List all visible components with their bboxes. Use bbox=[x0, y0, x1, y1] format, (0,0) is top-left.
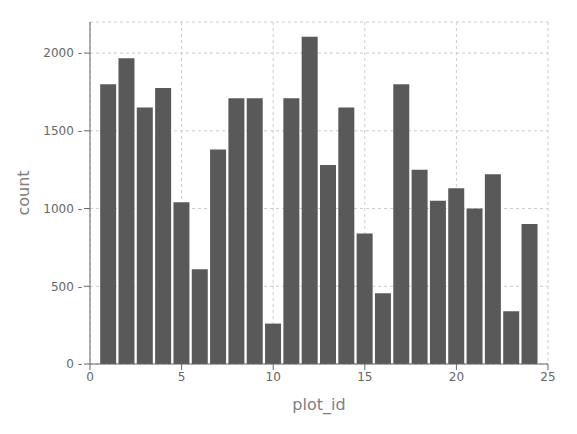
svg-text:15: 15 bbox=[357, 370, 372, 384]
svg-text:500 -: 500 - bbox=[51, 280, 82, 294]
svg-text:2000 -: 2000 - bbox=[43, 46, 82, 60]
svg-text:20: 20 bbox=[449, 370, 464, 384]
svg-text:1000 -: 1000 - bbox=[43, 202, 82, 216]
svg-text:plot_id: plot_id bbox=[292, 395, 345, 415]
svg-text:1500 -: 1500 - bbox=[43, 124, 82, 138]
svg-text:0 -: 0 - bbox=[66, 357, 82, 371]
svg-text:25: 25 bbox=[540, 370, 555, 384]
svg-text:0: 0 bbox=[86, 370, 94, 384]
svg-text:count: count bbox=[14, 170, 33, 215]
svg-text:10: 10 bbox=[266, 370, 281, 384]
svg-text:5: 5 bbox=[178, 370, 186, 384]
